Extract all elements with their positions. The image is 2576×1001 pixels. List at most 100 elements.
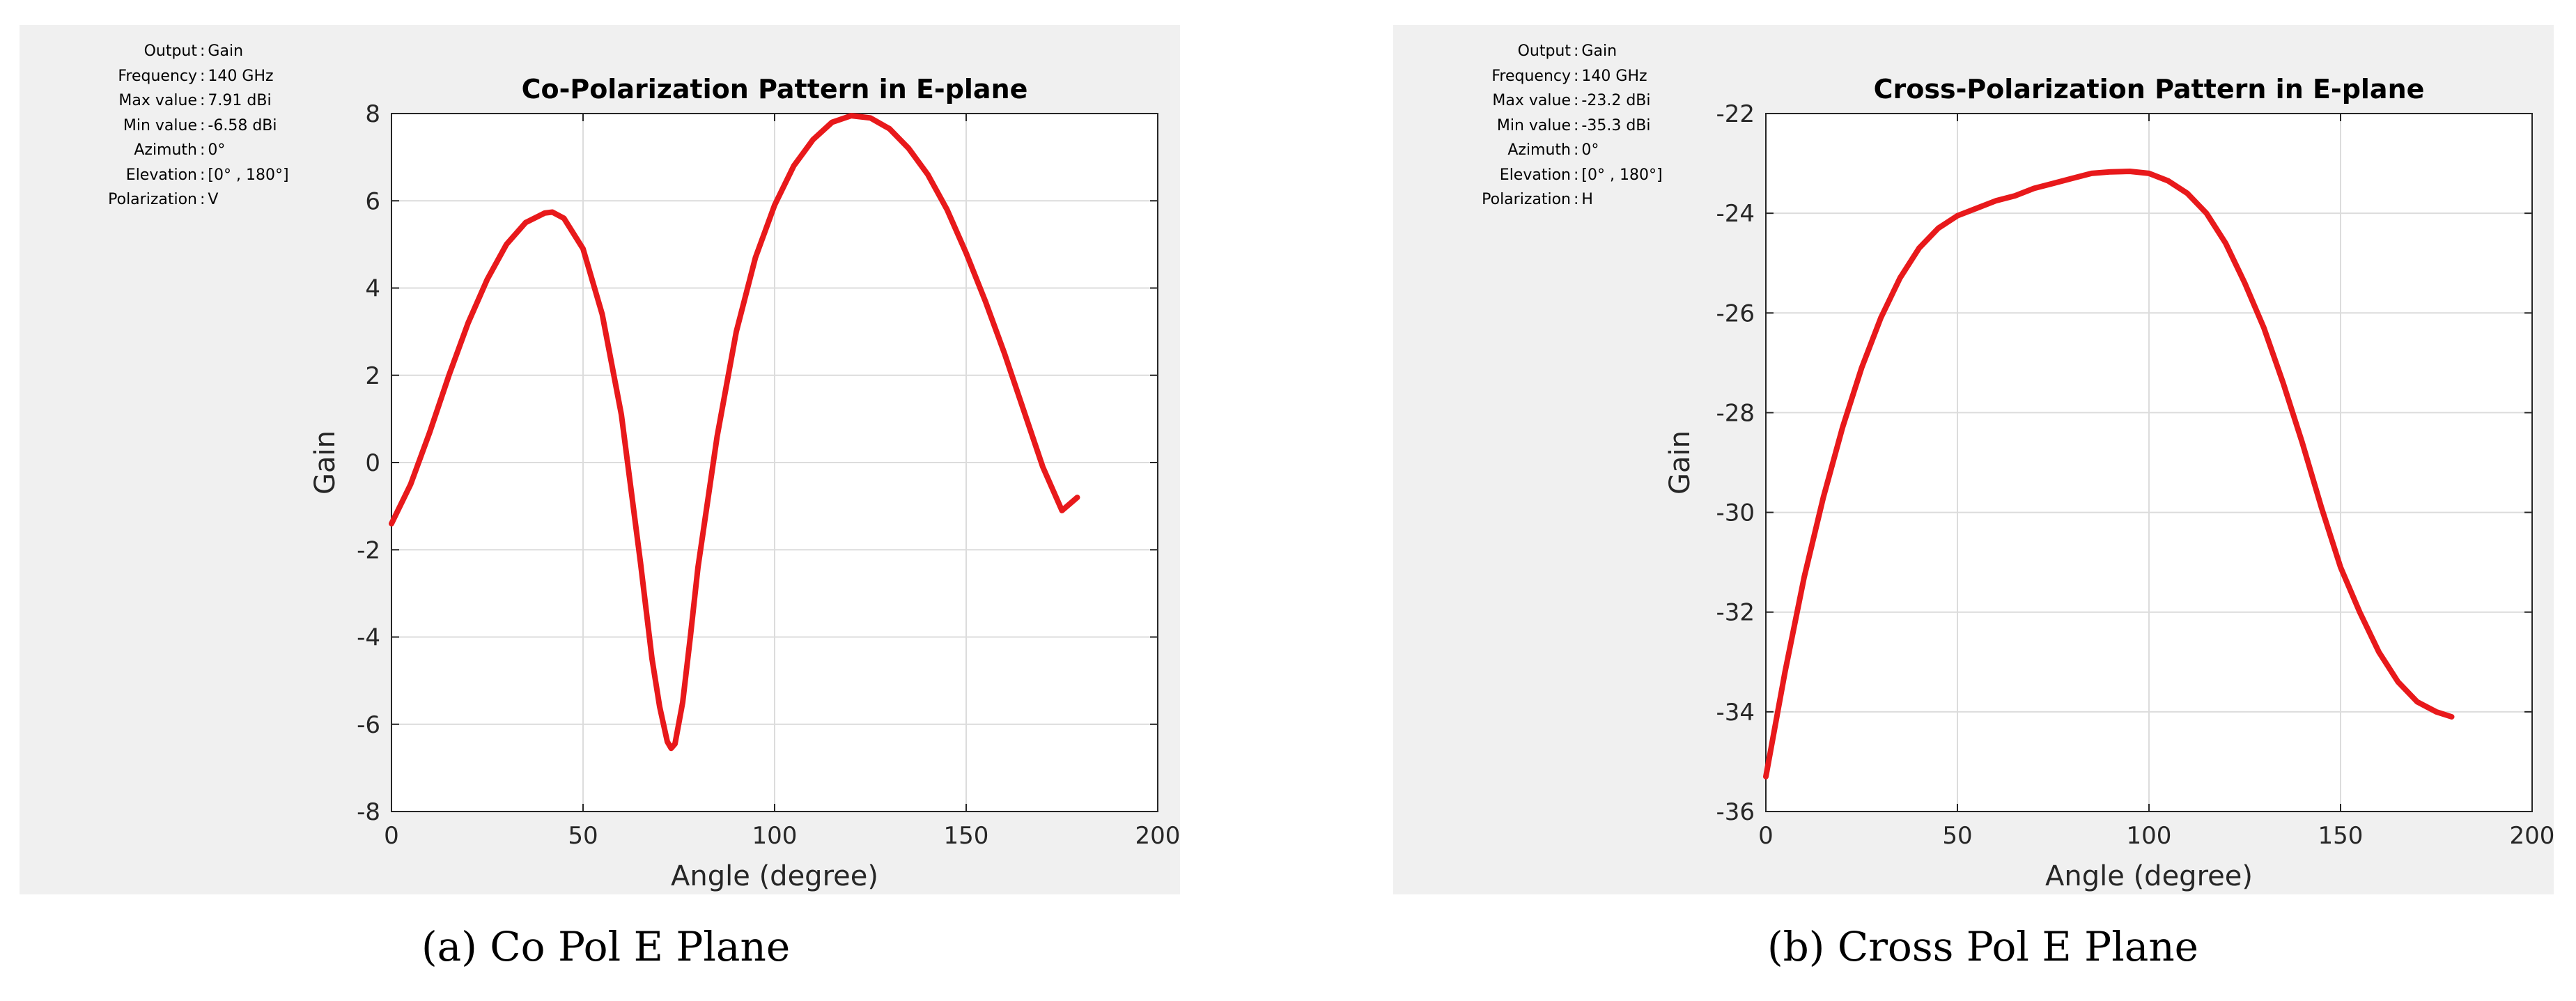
y-tick-label: 4 [365, 275, 380, 303]
y-tick-label: 0 [365, 449, 380, 477]
info-value: -35.3 dBi [1581, 116, 1651, 134]
info-value: 140 GHz [1581, 67, 1647, 85]
chart-co-pol: 0 50 100 150 200 -8 -6 -4 -2 0 2 4 6 8 Co-Polarization… [309, 74, 1180, 892]
x-tick-label: 0 [1758, 822, 1774, 850]
y-axis-label: Gain [309, 430, 341, 495]
info-value: -23.2 dBi [1581, 92, 1651, 109]
info-row: Max value:7.91 dBi [20, 88, 289, 114]
chart-title: Cross-Polarization Pattern in E-plane [1874, 74, 2425, 104]
info-separator: : [200, 42, 205, 60]
info-value: Gain [208, 42, 244, 60]
y-tick-label: -4 [357, 624, 380, 652]
info-row: Polarization: H [1393, 187, 1663, 212]
chart-title: Co-Polarization Pattern in E-plane [522, 74, 1028, 104]
info-value: 0° [1581, 141, 1599, 159]
series-line [1763, 169, 2455, 779]
info-value: H [1581, 191, 1593, 208]
info-value: -6.58 dBi [208, 116, 277, 134]
info-value: V [208, 191, 219, 208]
y-tick-label: -34 [1716, 699, 1755, 727]
info-row: Max value: -23.2 dBi [1393, 88, 1663, 114]
caption-co-pol: (a) Co Pol E Plane [421, 923, 791, 970]
info-separator: : [200, 92, 205, 109]
info-label: Azimuth [134, 141, 197, 159]
info-separator: : [1574, 42, 1579, 60]
x-tick-label: 150 [944, 822, 989, 850]
info-row: Output: Gain [1393, 39, 1663, 64]
info-value: [0° , 180°] [1581, 166, 1663, 184]
info-label: Polarization [1482, 191, 1571, 208]
y-tick-label: 8 [365, 100, 380, 128]
x-tick-label: 50 [568, 822, 598, 850]
x-tick-label: 100 [2127, 822, 2172, 850]
info-value: Gain [1581, 42, 1617, 60]
y-axis-label: Gain [1664, 430, 1696, 495]
info-value: 0° [208, 141, 226, 159]
info-row: Elevation: [0° , 180°] [1393, 163, 1663, 188]
info-separator: : [200, 166, 205, 184]
info-separator: : [200, 141, 205, 159]
x-tick-label: 200 [2510, 822, 2555, 850]
axes-frame [1765, 113, 2533, 812]
info-row: Frequency:140 GHz [1393, 64, 1663, 89]
info-value: [0° , 180°] [208, 166, 289, 184]
info-row: Min value: -6.58 dBi [20, 114, 289, 139]
y-tick-label: -8 [357, 798, 380, 826]
y-tick-label: -36 [1716, 798, 1755, 826]
info-separator: : [1574, 141, 1579, 159]
caption-cross-pol: (b) Cross Pol E Plane [1767, 923, 2198, 970]
info-separator: : [1574, 116, 1579, 134]
info-row: Frequency:140 GHz [20, 64, 289, 89]
info-label: Min value [123, 116, 197, 134]
y-tick-label: 6 [365, 187, 380, 215]
info-label: Frequency [118, 67, 197, 85]
info-label: Max value [118, 92, 197, 109]
info-separator: : [200, 67, 205, 85]
y-tick-label: -32 [1716, 599, 1755, 627]
chart-cross-pol: 0 50 100 150 200 -36 -34 -32 -30 -28 -26 -24 -22 Cros… [1664, 74, 2554, 892]
y-tick-label: -28 [1716, 399, 1755, 427]
info-label: Elevation [125, 166, 197, 184]
info-separator: : [200, 116, 205, 134]
info-value: 7.91 dBi [208, 92, 272, 109]
axes-frame [391, 113, 1158, 812]
info-row: Azimuth:0° [1393, 138, 1663, 163]
info-row: Elevation: [0° , 180°] [20, 163, 289, 188]
x-tick-label: 200 [1135, 822, 1181, 850]
x-tick-label: 50 [1942, 822, 1972, 850]
info-value: 140 GHz [208, 67, 274, 85]
x-axis-label: Angle (degree) [671, 860, 878, 892]
x-tick-label: 150 [2318, 822, 2364, 850]
info-block-cross-pol: Output: Gain Frequency:140 GHz Max value:… [1393, 39, 1663, 212]
info-label: Polarization [108, 191, 197, 208]
x-axis-label: Angle (degree) [2045, 860, 2253, 892]
info-separator: : [200, 191, 205, 208]
y-tick-label: -6 [357, 711, 380, 739]
y-tick-label: -24 [1716, 200, 1755, 228]
x-tick-label: 100 [752, 822, 798, 850]
y-tick-label: -2 [357, 536, 380, 564]
series-line [389, 113, 1080, 752]
info-label: Azimuth [1507, 141, 1571, 159]
y-tick-label: -30 [1716, 499, 1755, 527]
info-label: Output [1517, 42, 1571, 60]
x-tick-label: 0 [384, 822, 399, 850]
info-separator: : [1574, 67, 1579, 85]
info-separator: : [1574, 166, 1579, 184]
info-label: Min value [1496, 116, 1571, 134]
info-row: Polarization: V [20, 187, 289, 212]
info-label: Elevation [1499, 166, 1571, 184]
info-label: Frequency [1491, 67, 1571, 85]
info-block-co-pol: Output: Gain Frequency:140 GHz Max value:… [20, 39, 289, 212]
info-row: Azimuth:0° [20, 138, 289, 163]
info-separator: : [1574, 191, 1579, 208]
info-label: Output [143, 42, 197, 60]
y-tick-label: -22 [1716, 100, 1755, 128]
info-row: Output: Gain [20, 39, 289, 64]
info-separator: : [1574, 92, 1579, 109]
info-label: Max value [1492, 92, 1571, 109]
y-tick-label: 2 [365, 362, 380, 390]
info-row: Min value: -35.3 dBi [1393, 114, 1663, 139]
y-tick-label: -26 [1716, 300, 1755, 327]
